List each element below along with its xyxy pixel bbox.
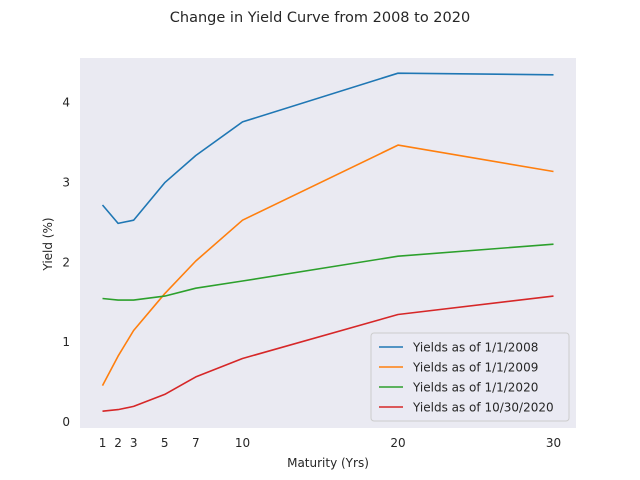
x-axis-label: Maturity (Yrs) (287, 456, 369, 470)
series-line-1 (101, 72, 554, 225)
series-line-2 (101, 144, 554, 386)
y-axis: 0 1 2 3 4 (62, 95, 70, 429)
legend-entry: Yields as of 1/1/2008 (412, 341, 538, 355)
x-tick-label: 3 (130, 436, 138, 450)
x-tick-label: 5 (161, 436, 169, 450)
x-axis: 1 2 3 5 7 10 20 30 (99, 436, 561, 450)
x-tick-label: 20 (390, 436, 405, 450)
legend-entry: Yields as of 10/30/2020 (412, 401, 554, 415)
y-tick-label: 2 (62, 255, 70, 269)
y-tick-label: 3 (62, 175, 70, 189)
x-tick-label: 7 (192, 436, 200, 450)
x-tick-label: 1 (99, 436, 107, 450)
y-axis-label: Yield (%) (41, 217, 55, 271)
legend-box (370, 332, 570, 422)
x-tick-label: 2 (114, 436, 122, 450)
legend-entry: Yields as of 1/1/2009 (412, 361, 538, 375)
y-tick-label: 1 (62, 335, 70, 349)
legend-entry: Yields as of 1/1/2020 (412, 381, 538, 395)
series-lines (101, 72, 554, 412)
chart-title: Change in Yield Curve from 2008 to 2020 (170, 10, 470, 26)
series-line-3 (102, 243, 554, 301)
y-tick-label: 0 (62, 415, 70, 429)
x-tick-label: 10 (235, 436, 250, 450)
x-tick-label: 30 (546, 436, 561, 450)
series-line-4 (102, 295, 554, 412)
legend: Yields as of 1/1/2008 Yields as of 1/1/20… (370, 332, 570, 422)
y-tick-label: 4 (62, 95, 70, 109)
